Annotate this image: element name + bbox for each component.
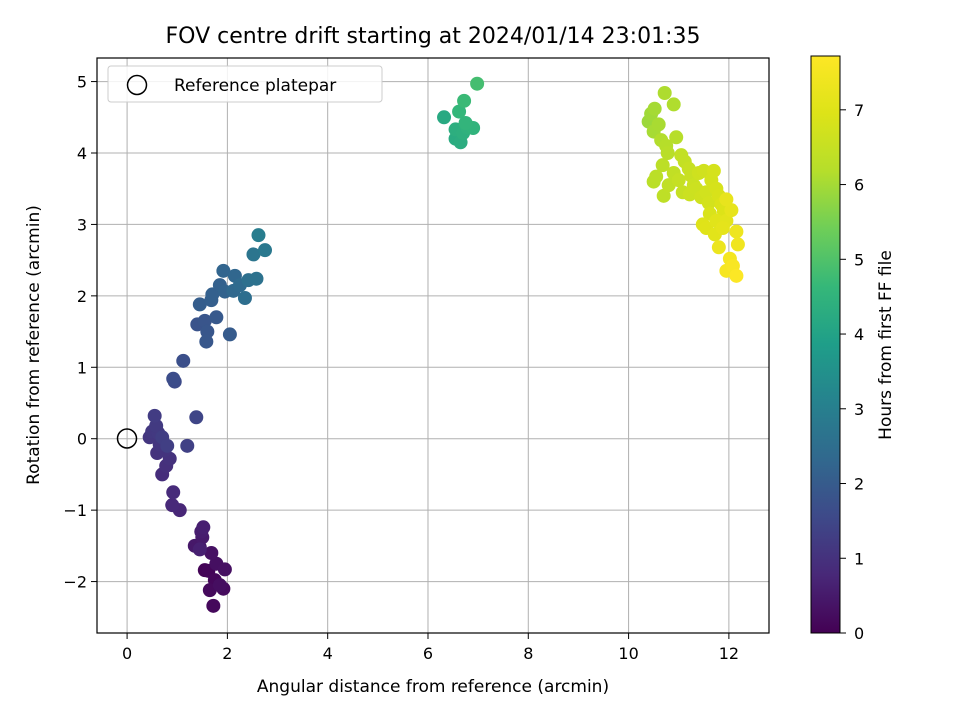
data-point [212,578,227,593]
data-point [165,498,180,513]
data-point [199,334,214,349]
colorbar: 0 1 2 3 4 5 6 7 Hours from first FF file [810,55,896,643]
data-point [660,146,675,160]
data-point [209,310,224,325]
colorbar-ticks: 0 1 2 3 4 5 6 7 [840,101,864,643]
plot-frame [96,57,770,634]
data-point [192,542,207,557]
reference-marker [116,428,138,449]
data-point [192,297,207,312]
data-point [147,408,162,423]
data-point [656,188,671,203]
y-axis-ticks: −2 −1 0 1 2 3 4 5 [63,73,97,592]
colorbar-tick-label: 1 [854,549,864,568]
data-point [176,353,191,368]
data-point [166,371,181,386]
y-tick-label: 1 [77,358,87,377]
y-tick-label: 5 [77,73,87,92]
data-point [729,224,744,239]
data-point [204,546,219,560]
data-point [206,598,221,613]
data-point [249,271,264,286]
data-point [189,410,204,425]
y-tick-label: 2 [77,287,87,306]
data-points [142,76,745,613]
data-point [696,163,711,178]
colorbar-tick-label: 6 [854,176,864,195]
data-point [246,247,261,262]
data-point [196,520,211,535]
data-point [180,438,195,453]
data-point [649,169,664,184]
data-point [647,101,662,116]
x-tick-label: 12 [719,644,739,663]
data-point [724,203,739,218]
data-point [655,158,670,173]
data-point [657,86,672,100]
x-tick-label: 10 [618,644,638,663]
colorbar-label: Hours from first FF file [876,250,896,440]
data-point [437,110,452,125]
data-point [719,192,734,207]
data-point [701,196,716,210]
data-point [160,438,175,453]
data-point [258,243,272,258]
y-tick-label: −2 [63,573,87,592]
data-point [711,240,726,255]
y-axis-label: Rotation from reference (arcmin) [24,205,44,485]
chart-title: FOV centre drift starting at 2024/01/14 … [166,24,701,49]
data-point [251,228,266,243]
data-point [217,562,232,577]
colorbar-tick-label: 2 [854,475,864,494]
data-point [237,291,252,305]
data-point [222,327,237,342]
data-point [458,116,473,130]
y-tick-label: 4 [77,144,87,163]
colorbar-tick-label: 5 [854,250,864,269]
x-axis-label: Angular distance from reference (arcmin) [257,677,609,697]
data-point [706,163,721,178]
data-point [197,313,212,328]
y-tick-label: −1 [63,501,87,520]
x-axis-ticks: 0 2 4 6 8 10 12 [122,633,739,663]
legend-box [107,65,383,103]
data-point [715,221,730,235]
data-point [730,237,745,252]
colorbar-tick-label: 0 [854,624,864,643]
legend-marker [126,74,148,96]
y-tick-label: 3 [77,215,87,234]
x-tick-label: 2 [222,644,232,663]
colorbar-tick-label: 7 [854,101,864,120]
colorbar-tick-label: 4 [854,325,864,344]
data-point [457,93,472,108]
x-tick-label: 8 [523,644,533,663]
data-point [671,173,686,188]
data-point [216,263,231,278]
y-tick-label: 0 [77,430,87,449]
data-point [205,287,220,302]
data-point [470,76,485,91]
data-point [651,117,666,132]
colorbar-gradient [810,55,841,634]
x-tick-label: 0 [122,644,132,663]
data-point [452,104,467,119]
data-point [166,485,181,500]
x-tick-label: 4 [323,644,333,663]
x-tick-label: 6 [423,644,433,663]
data-point [669,130,684,145]
colorbar-tick-label: 3 [854,400,864,419]
legend: Reference platepar [107,65,383,103]
data-point [729,268,744,283]
legend-label: Reference platepar [174,76,336,96]
data-point [666,97,681,112]
